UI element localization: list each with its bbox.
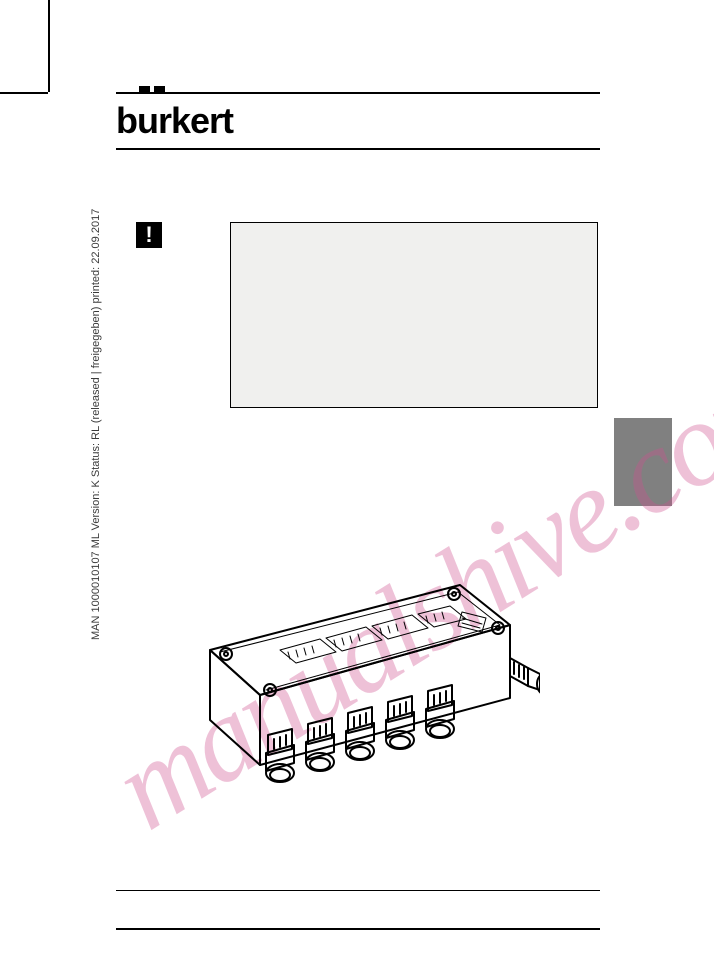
note-box (230, 222, 598, 408)
device-illustration (140, 540, 540, 860)
brand-logo: burkert (116, 100, 233, 142)
crop-mark-h (0, 92, 48, 94)
footer-rule-1 (116, 890, 600, 891)
doc-metadata: MAN 1000010107 ML Version: K Status: RL … (90, 160, 102, 640)
page-top-rule (116, 92, 600, 94)
header-rule (116, 148, 600, 150)
warning-icon: ! (136, 222, 162, 248)
footer-rule-2 (116, 928, 600, 930)
crop-mark-v (48, 0, 50, 92)
logo-umlaut (139, 86, 165, 92)
section-tab (614, 418, 672, 506)
logo-text: burkert (116, 100, 233, 141)
